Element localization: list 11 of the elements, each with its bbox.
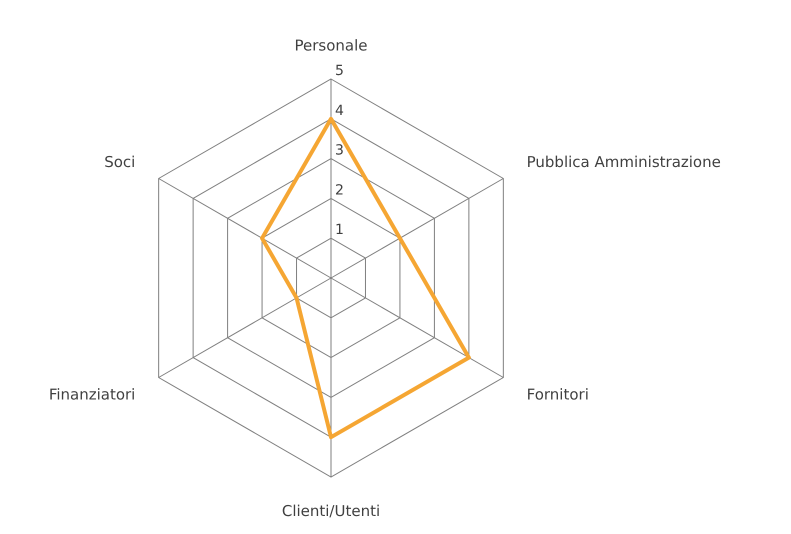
spoke-label: Fornitori [526,386,589,404]
spoke-label: Clienti/Utenti [282,502,380,520]
y-tick-label: 4 [335,102,344,119]
y-tick-label: 5 [335,63,344,79]
spoke-label: Personale [294,36,368,54]
y-tick-label: 2 [335,182,344,198]
spoke-label: Finanziatori [48,386,136,404]
spoke-label: Pubblica Amministrazione [526,152,721,171]
y-tick-label: 1 [335,222,344,238]
y-tick-label: 3 [335,142,344,159]
spoke-label: Soci [104,152,136,171]
